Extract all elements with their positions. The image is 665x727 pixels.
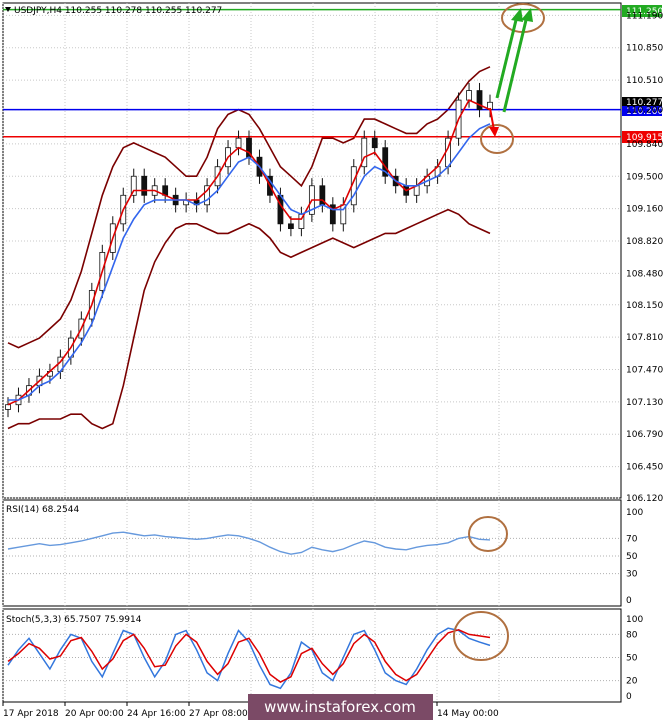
- rsi-lines: [7, 531, 491, 555]
- last-price-label-bg: [622, 97, 662, 107]
- grid-lines: [2, 3, 621, 702]
- price-tick: 110.510: [626, 76, 663, 86]
- candle-body: [204, 185, 210, 206]
- up-arrow-2-line: [502, 15, 529, 113]
- candle-body: [130, 175, 137, 196]
- support-label: 109.915: [626, 133, 663, 143]
- price-tick: 109.160: [626, 205, 663, 215]
- forecast-annotations: [453, 3, 545, 661]
- candle-body: [277, 194, 284, 225]
- blue-level-label: 110.200: [626, 107, 663, 117]
- candle-body: [141, 175, 148, 196]
- price-tick: 108.820: [626, 237, 663, 247]
- stoch-tick: 20: [626, 677, 638, 687]
- watermark: www.instaforex.com: [264, 698, 416, 716]
- time-tick: 27 Apr 08:00: [189, 709, 248, 719]
- rsi-tick: 0: [626, 596, 632, 606]
- bollinger-bands: [7, 66, 491, 430]
- price-tick: 111.190: [626, 11, 663, 21]
- stoch-panel: [2, 608, 622, 703]
- stoch-label: Stoch(5,3,3) 65.7507 75.9914: [6, 615, 142, 625]
- pullback-circle: [480, 124, 514, 154]
- resistance-label: 111.250: [626, 7, 663, 17]
- collapse-triangle-icon[interactable]: [5, 7, 11, 12]
- price-tick: 109.500: [626, 172, 663, 182]
- time-tick: 17 Apr 2018: [3, 709, 59, 719]
- candle-body: [361, 137, 368, 168]
- price-tick: 106.120: [626, 494, 663, 504]
- blue-level-label-bg: [622, 106, 662, 116]
- stoch-tick: 80: [626, 630, 638, 640]
- up-arrow-2-head: [521, 8, 533, 22]
- down-arrow-line: [489, 107, 495, 131]
- last-price-label: 110.277: [626, 98, 663, 108]
- stoch-tick: 100: [626, 615, 643, 625]
- time-tick: 14 May 00:00: [437, 709, 499, 719]
- time-tick: 20 Apr 00:00: [65, 709, 124, 719]
- horizontal-levels: [3, 8, 621, 138]
- candle-body: [466, 90, 472, 101]
- stoch-d-line: [7, 629, 491, 683]
- rsi-tick: 70: [626, 534, 638, 544]
- rsi-line: [7, 531, 491, 555]
- rsi-label: RSI(14) 68.2544: [6, 505, 79, 515]
- rsi-tick: 100: [626, 508, 643, 518]
- moving-averages: [7, 99, 491, 406]
- rsi-tick: 30: [626, 570, 638, 580]
- price-tick: 109.840: [626, 140, 663, 150]
- stoch-lines: [7, 627, 491, 690]
- rsi-panel: [2, 499, 622, 607]
- symbol-info: USDJPY,H4 110.255 110.278 110.255 110.27…: [14, 6, 222, 16]
- price-tick: 107.810: [626, 333, 663, 343]
- up-arrow-1-line: [495, 15, 519, 99]
- candle-body: [5, 404, 11, 410]
- bb_lower-line: [7, 208, 491, 430]
- price-panel: [2, 2, 622, 499]
- rsi-tick: 50: [626, 552, 638, 562]
- price-tick: 110.850: [626, 44, 663, 54]
- price-tick: 110.200: [626, 106, 663, 116]
- stoch-tick: 50: [626, 654, 638, 664]
- up-arrow-1-head: [511, 8, 523, 22]
- price-tick: 107.130: [626, 398, 663, 408]
- price-tick: 107.470: [626, 365, 663, 375]
- candle-body: [329, 204, 336, 225]
- price-tick: 106.450: [626, 463, 663, 473]
- resistance-label-bg: [622, 5, 662, 17]
- price-tick-labels: 111.190 110.850 110.510 110.200 109.840 109.5…: [626, 11, 663, 504]
- support-label-bg: [622, 131, 662, 143]
- price-tick: 108.150: [626, 301, 663, 311]
- time-tick: 24 Apr 16:00: [127, 709, 186, 719]
- candle-body: [288, 223, 294, 230]
- watermark-bg: [248, 694, 433, 720]
- ema_fast-line: [7, 99, 491, 406]
- price-axis-labels: 111.250 110.277 110.200 109.915: [622, 5, 663, 143]
- down-arrow-head: [489, 127, 499, 137]
- bb_upper-line: [7, 66, 491, 349]
- stoch-tick: 0: [626, 692, 632, 702]
- rsi-circle: [468, 516, 508, 552]
- candle-body: [476, 90, 483, 111]
- candle-body: [382, 147, 389, 177]
- stoch-circle: [453, 611, 509, 661]
- stoch-tick-labels: 100 80 50 20 0: [626, 615, 643, 702]
- price-tick: 108.480: [626, 269, 663, 279]
- candle-body: [235, 137, 242, 149]
- price-tick: 106.790: [626, 430, 663, 440]
- rsi-tick-labels: 100 70 50 30 0: [626, 508, 643, 606]
- ema_slow-line: [8, 123, 491, 401]
- candle-body: [371, 137, 378, 149]
